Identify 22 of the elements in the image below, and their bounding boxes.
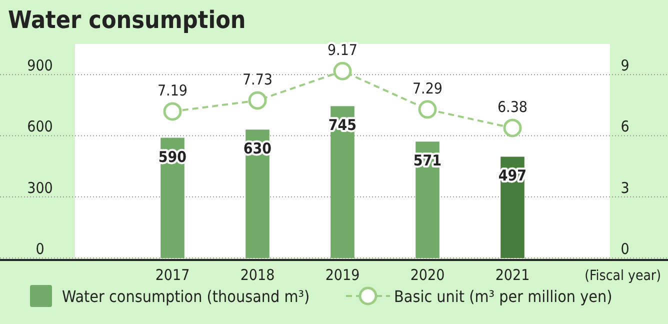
y2-tick-label: 3 bbox=[620, 178, 630, 197]
y-tick-label: 900 bbox=[27, 56, 53, 75]
x-tick-label: 2019 bbox=[325, 266, 360, 284]
x-tick-label: 2017 bbox=[155, 266, 190, 284]
data-label: 9.17 bbox=[327, 41, 358, 60]
y2-tick-label: 6 bbox=[620, 118, 630, 136]
data-label: 7.73 bbox=[242, 70, 273, 88]
x-axis-title: (Fiscal year) bbox=[584, 268, 661, 284]
x-tick-label: 2018 bbox=[240, 266, 275, 284]
y-tick-label: 600 bbox=[27, 118, 53, 136]
y-tick-label: 0 bbox=[36, 240, 44, 258]
y-tick-label: 300 bbox=[27, 178, 53, 197]
data-label: 6.38 bbox=[497, 98, 528, 116]
data-label: 7.19 bbox=[157, 81, 188, 100]
y2-tick-label: 0 bbox=[620, 240, 630, 258]
legend-label: Water consumption (thousand m³) bbox=[62, 287, 310, 306]
chart-title: Water consumption bbox=[8, 6, 246, 34]
x-tick-label: 2021 bbox=[495, 266, 530, 284]
y2-tick-label: 9 bbox=[620, 56, 630, 75]
data-label: 7.29 bbox=[412, 79, 443, 98]
x-tick-label: 2020 bbox=[410, 266, 445, 284]
legend-label: Basic unit (m³ per million yen) bbox=[394, 287, 612, 306]
